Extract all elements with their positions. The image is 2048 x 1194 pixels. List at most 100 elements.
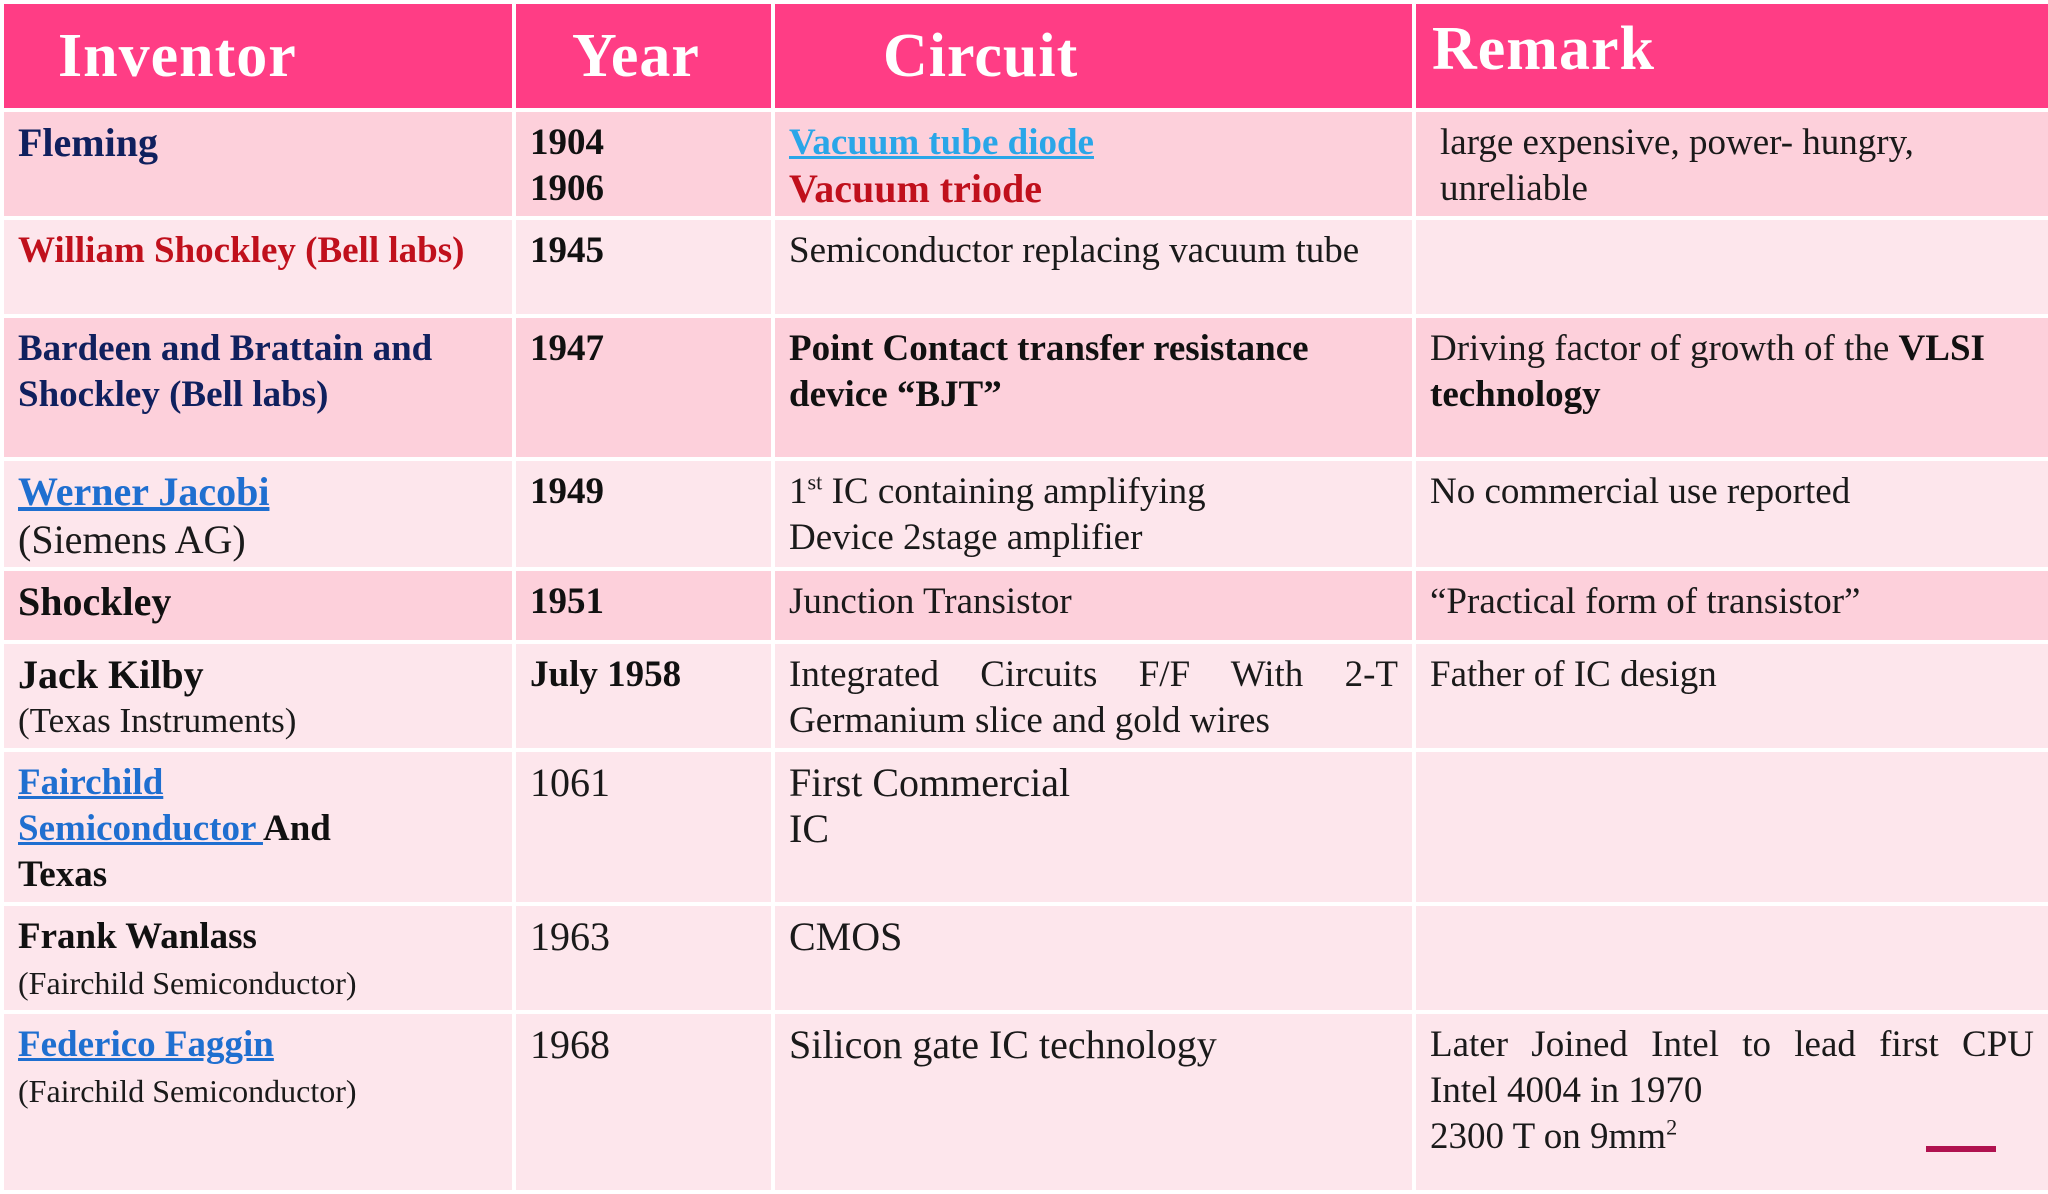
remark-text: large expensive, power- hungry, unreliab… bbox=[1440, 122, 1914, 209]
year-value: 1904 bbox=[530, 122, 604, 163]
table-row: William Shockley (Bell labs) 1945 Semico… bbox=[0, 216, 2048, 318]
header-year: Year bbox=[512, 0, 775, 112]
table-row: Federico Faggin (Fairchild Semiconductor… bbox=[0, 1010, 2048, 1194]
table-header-row: Inventor Year Circuit Remark bbox=[0, 0, 2048, 112]
year-value: July 1958 bbox=[530, 654, 682, 695]
inventor-cell: Fleming bbox=[0, 108, 516, 220]
circuit-link[interactable]: Vacuum tube diode bbox=[789, 122, 1094, 163]
circuit-cell: Semiconductor replacing vacuum tube bbox=[771, 216, 1416, 318]
year-cell: 1949 bbox=[512, 457, 775, 571]
remark-superscript: 2 bbox=[1666, 1114, 1678, 1140]
circuit-text: Semiconductor replacing vacuum tube bbox=[789, 230, 1360, 271]
remark-cell bbox=[1412, 902, 2048, 1014]
circuit-cell: CMOS bbox=[771, 902, 1416, 1014]
inventor-name: Fleming bbox=[18, 120, 158, 165]
header-circuit: Circuit bbox=[771, 0, 1416, 112]
remark-cell: Driving factor of growth of the VLSI tec… bbox=[1412, 314, 2048, 461]
header-inventor: Inventor bbox=[0, 0, 516, 112]
year-value: 1945 bbox=[530, 230, 604, 271]
circuit-text: Germanium slice and gold wires bbox=[789, 700, 1270, 741]
inventor-cell: Werner Jacobi (Siemens AG) bbox=[0, 457, 516, 571]
circuit-text: Junction Transistor bbox=[789, 581, 1072, 622]
year-value: 1906 bbox=[530, 168, 604, 209]
circuit-ordinal-suffix: st bbox=[807, 469, 823, 495]
inventor-affiliation: (Siemens AG) bbox=[18, 517, 246, 562]
circuit-cell: Point Contact transfer resistance device… bbox=[771, 314, 1416, 461]
circuit-cell: Vacuum tube diode Vacuum triode bbox=[771, 108, 1416, 220]
inventor-cell: Bardeen and Brattain and Shockley (Bell … bbox=[0, 314, 516, 461]
inventor-name: And bbox=[262, 808, 331, 849]
inventor-name: William Shockley (Bell labs) bbox=[18, 230, 465, 271]
year-cell: 1968 bbox=[512, 1010, 775, 1194]
table-row: Fairchild Semiconductor And Texas 1061 F… bbox=[0, 748, 2048, 906]
inventor-link[interactable]: Fairchild bbox=[18, 762, 164, 803]
remark-cell bbox=[1412, 748, 2048, 906]
inventor-link[interactable]: Federico Faggin bbox=[18, 1024, 274, 1065]
year-cell: 1963 bbox=[512, 902, 775, 1014]
table-row: Frank Wanlass (Fairchild Semiconductor) … bbox=[0, 902, 2048, 1014]
inventor-affiliation: (Texas Instruments) bbox=[18, 701, 297, 740]
remark-text: Later Joined Intel to lead first CPU bbox=[1430, 1024, 2034, 1065]
table-row: Werner Jacobi (Siemens AG) 1949 1st IC c… bbox=[0, 457, 2048, 571]
remark-emphasis: VLSI technology bbox=[1430, 328, 1985, 415]
remark-cell bbox=[1412, 216, 2048, 318]
table-row: Fleming 1904 1906 Vacuum tube diode Vacu… bbox=[0, 108, 2048, 220]
inventor-link[interactable]: Semiconductor bbox=[18, 808, 263, 849]
year-value: 1947 bbox=[530, 328, 604, 369]
year-value: 1061 bbox=[530, 760, 610, 805]
remark-text: No commercial use reported bbox=[1430, 471, 1851, 512]
year-cell: 1951 bbox=[512, 567, 775, 644]
inventor-name: Frank Wanlass bbox=[18, 916, 257, 957]
remark-text: “Practical form of transistor” bbox=[1430, 581, 1861, 622]
circuit-text: First Commercial bbox=[789, 760, 1071, 805]
circuit-text: CMOS bbox=[789, 914, 903, 959]
slide-accent-bar bbox=[1926, 1146, 1996, 1152]
inventor-cell: Shockley bbox=[0, 567, 516, 644]
table-row: Shockley 1951 Junction Transistor “Pract… bbox=[0, 567, 2048, 644]
circuit-text: IC containing amplifying bbox=[822, 471, 1206, 512]
year-cell: 1061 bbox=[512, 748, 775, 906]
circuit-cell: 1st IC containing amplifying Device 2sta… bbox=[771, 457, 1416, 571]
inventor-cell: Fairchild Semiconductor And Texas bbox=[0, 748, 516, 906]
year-cell: 1904 1906 bbox=[512, 108, 775, 220]
inventor-affiliation: (Fairchild Semiconductor) bbox=[18, 1073, 357, 1109]
circuit-cell: Junction Transistor bbox=[771, 567, 1416, 644]
circuit-text: Point Contact transfer resistance device… bbox=[789, 328, 1309, 415]
table-row: Jack Kilby (Texas Instruments) July 1958… bbox=[0, 640, 2048, 752]
table-row: Bardeen and Brattain and Shockley (Bell … bbox=[0, 314, 2048, 461]
inventor-cell: William Shockley (Bell labs) bbox=[0, 216, 516, 318]
inventor-link[interactable]: Werner Jacobi bbox=[18, 469, 270, 514]
year-value: 1951 bbox=[530, 581, 604, 622]
circuit-cell: Integrated Circuits F/F With 2-T Germani… bbox=[771, 640, 1416, 752]
remark-cell: Father of IC design bbox=[1412, 640, 2048, 752]
inventor-name: Jack Kilby bbox=[18, 652, 204, 697]
remark-cell: No commercial use reported bbox=[1412, 457, 2048, 571]
inventor-cell: Jack Kilby (Texas Instruments) bbox=[0, 640, 516, 752]
inventor-name: Shockley bbox=[18, 579, 172, 624]
inventor-name: Bardeen and Brattain and Shockley (Bell … bbox=[18, 328, 433, 415]
circuit-text: Integrated Circuits F/F With 2-T bbox=[789, 654, 1398, 695]
inventor-affiliation: (Fairchild Semiconductor) bbox=[18, 965, 357, 1001]
year-cell: 1947 bbox=[512, 314, 775, 461]
year-cell: 1945 bbox=[512, 216, 775, 318]
inventor-name: Texas bbox=[18, 854, 108, 895]
remark-cell: Later Joined Intel to lead first CPU Int… bbox=[1412, 1010, 2048, 1194]
circuit-text: Vacuum triode bbox=[789, 166, 1042, 211]
circuit-ordinal: 1 bbox=[789, 471, 808, 512]
circuit-text: Device 2stage amplifier bbox=[789, 517, 1143, 558]
year-value: 1968 bbox=[530, 1022, 610, 1067]
remark-cell: “Practical form of transistor” bbox=[1412, 567, 2048, 644]
year-value: 1949 bbox=[530, 471, 604, 512]
circuit-cell: First Commercial IC bbox=[771, 748, 1416, 906]
inventor-cell: Federico Faggin (Fairchild Semiconductor… bbox=[0, 1010, 516, 1194]
remark-cell: large expensive, power- hungry, unreliab… bbox=[1412, 108, 2048, 220]
year-value: 1963 bbox=[530, 914, 610, 959]
year-cell: July 1958 bbox=[512, 640, 775, 752]
circuit-text: Silicon gate IC technology bbox=[789, 1022, 1217, 1067]
header-remark: Remark bbox=[1412, 0, 2048, 112]
remark-text: 2300 T on 9mm bbox=[1430, 1116, 1667, 1157]
circuit-text: IC bbox=[789, 806, 829, 851]
circuit-cell: Silicon gate IC technology bbox=[771, 1010, 1416, 1194]
